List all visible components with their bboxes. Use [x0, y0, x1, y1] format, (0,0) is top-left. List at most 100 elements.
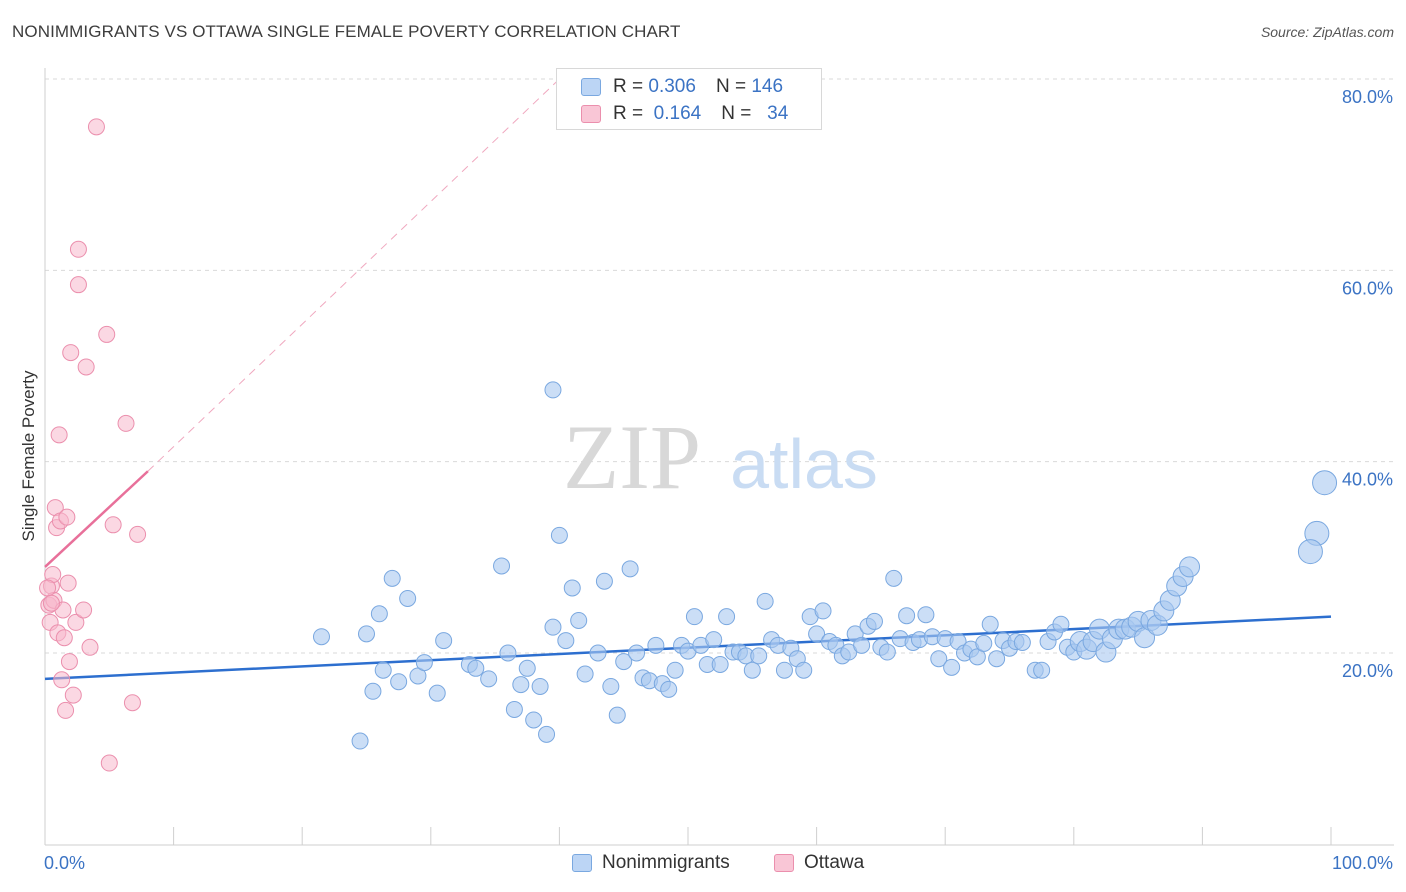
nonimmigrants-point [615, 653, 633, 671]
series-legend: Nonimmigrants Ottawa [0, 852, 1406, 878]
ottawa-point [55, 629, 73, 647]
nonimmigrants-point [428, 684, 446, 702]
nonimmigrants-point [930, 650, 948, 668]
ottawa-point [129, 525, 147, 543]
series-label-ottawa: Ottawa [804, 852, 865, 873]
ottawa-trend-line [44, 470, 149, 568]
nonimmigrants-point [988, 650, 1006, 668]
legend-n-label: N = [715, 76, 747, 97]
nonimmigrants-point [1052, 615, 1070, 633]
watermark: ZIP atlas [563, 406, 878, 508]
ottawa-point [62, 344, 80, 362]
ottawa-point [98, 325, 116, 343]
nonimmigrants-point [750, 647, 768, 665]
nonimmigrants-point [383, 569, 401, 587]
nonimmigrants-point [718, 608, 736, 626]
series-legend-ottawa[interactable]: Ottawa [774, 852, 864, 874]
ottawa-point [42, 594, 60, 612]
series-legend-nonimmigrants[interactable]: Nonimmigrants [572, 852, 730, 874]
ottawa-point [50, 426, 68, 444]
legend-n-value: 146 [751, 76, 784, 97]
nonimmigrants-point [312, 628, 330, 646]
nonimmigrants-point [525, 711, 543, 729]
nonimmigrants-point [878, 643, 896, 661]
chart-title: NONIMMIGRANTS VS OTTAWA SINGLE FEMALE PO… [12, 22, 681, 41]
nonimmigrants-point [865, 612, 883, 630]
nonimmigrants-point [808, 625, 826, 643]
watermark-atlas: atlas [730, 425, 878, 503]
legend-n-value: 34 [767, 103, 789, 124]
nonimmigrants-point [570, 611, 588, 629]
nonimmigrants-point [435, 632, 453, 650]
nonimmigrants-point [538, 725, 556, 743]
nonimmigrants-point [351, 732, 369, 750]
nonimmigrants-point [898, 607, 916, 625]
nonimmigrants-point [531, 677, 549, 695]
x-tick-label: 100.0% [1332, 853, 1393, 873]
ottawa-point [69, 240, 87, 258]
nonimmigrants-points [312, 381, 1338, 750]
ottawa-point [59, 574, 77, 592]
nonimmigrants-point [467, 659, 485, 677]
nonimmigrants-point [666, 661, 684, 679]
nonimmigrants-point [557, 632, 575, 650]
nonimmigrants-point [518, 659, 536, 677]
nonimmigrants-point [563, 579, 581, 597]
ottawa-point [104, 516, 122, 534]
legend-r-value: 0.164 [653, 103, 702, 124]
axes [44, 68, 1394, 846]
nonimmigrants-point [550, 526, 568, 544]
series-swatch-pink [774, 854, 794, 872]
legend-box: R = 0.306 N = 146 R = 0.164 N = 34 [556, 68, 822, 130]
nonimmigrants-point [415, 654, 433, 672]
ottawa-point [123, 694, 141, 712]
nonimmigrants-point [1033, 661, 1051, 679]
y-tick-label: 60.0% [1342, 278, 1393, 298]
nonimmigrants-point [576, 665, 594, 683]
ottawa-point [53, 671, 71, 689]
nonimmigrants-point [602, 677, 620, 695]
nonimmigrants-point [1013, 633, 1031, 651]
nonimmigrants-point [544, 618, 562, 636]
ottawa-point [64, 686, 82, 704]
y-tick-label: 80.0% [1342, 87, 1393, 107]
ottawa-point [58, 508, 76, 526]
ottawa-point [117, 414, 135, 432]
nonimmigrants-point [775, 661, 793, 679]
ottawa-point [87, 118, 105, 136]
nonimmigrants-point [1179, 556, 1201, 578]
nonimmigrants-point [390, 673, 408, 691]
ottawa-point [39, 579, 57, 597]
nonimmigrants-point [544, 381, 562, 399]
nonimmigrants-point [364, 682, 382, 700]
nonimmigrants-point [608, 706, 626, 724]
nonimmigrants-point [505, 700, 523, 718]
tick-labels: 20.0% 40.0% 60.0% 80.0% 0.0% 100.0% [44, 87, 1393, 873]
legend-r-label: R = [613, 103, 644, 124]
legend-n-label: N = [721, 103, 752, 124]
nonimmigrants-point [480, 670, 498, 688]
nonimmigrants-point [589, 644, 607, 662]
nonimmigrants-point [499, 644, 517, 662]
legend-row-nonimmigrants: R = 0.306 N = 146 [581, 75, 783, 99]
nonimmigrants-point [1297, 539, 1323, 565]
y-tick-label: 20.0% [1342, 661, 1393, 681]
legend-r-label: R = [613, 76, 644, 97]
nonimmigrants-point [685, 608, 703, 626]
legend-r-value: 0.306 [648, 76, 696, 97]
y-tick-label: 40.0% [1342, 470, 1393, 490]
ottawa-points [39, 118, 147, 772]
nonimmigrants-point [981, 615, 999, 633]
nonimmigrants-point [358, 625, 375, 643]
nonimmigrants-point [711, 655, 729, 673]
nonimmigrants-point [885, 569, 903, 587]
source-label: Source: ZipAtlas.com [1260, 24, 1394, 40]
nonimmigrants-point [743, 661, 761, 679]
nonimmigrants-point [943, 658, 961, 676]
ottawa-point [67, 613, 85, 631]
ottawa-point [57, 701, 75, 719]
trend-lines [44, 78, 1332, 681]
nonimmigrants-point [628, 644, 646, 662]
nonimmigrants-point [853, 636, 871, 654]
